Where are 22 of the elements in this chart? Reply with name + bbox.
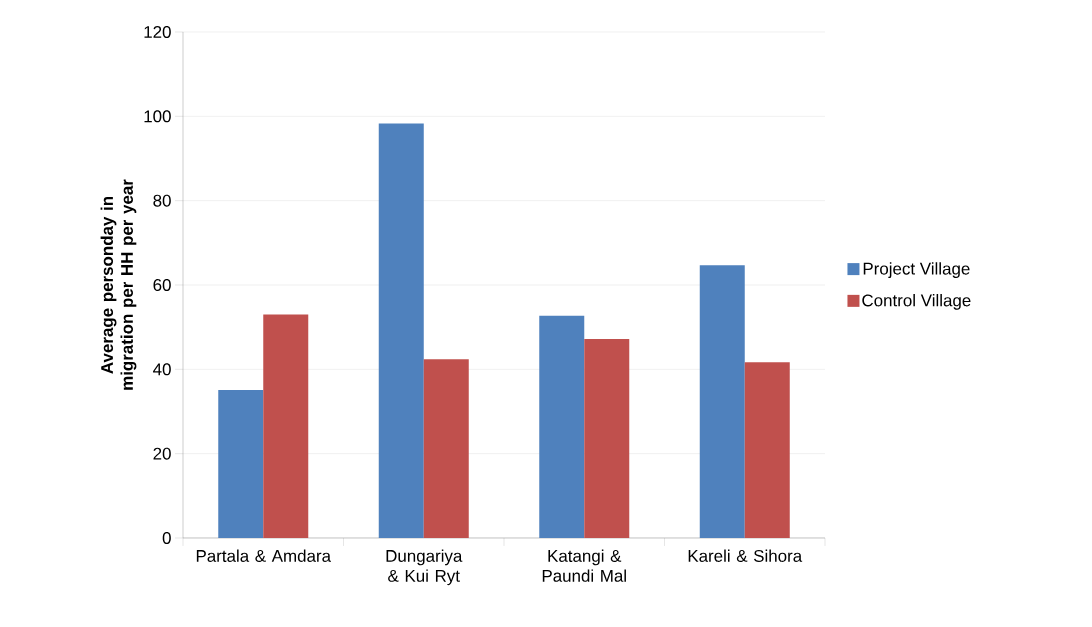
bar — [539, 315, 585, 538]
y-tick-label: 20 — [153, 447, 171, 460]
y-axis-title: Average personday in migration per HH per year — [100, 179, 137, 390]
x-tick-label: Dungariya & Kui Ryt — [386, 549, 463, 586]
bar — [699, 265, 745, 538]
bar — [744, 362, 790, 538]
x-tick-label: Partala & Amdara — [196, 549, 332, 562]
y-tick-label: 0 — [162, 531, 171, 544]
x-tick-label: Katangi & Paundi Mal — [542, 549, 626, 582]
bar — [218, 389, 264, 538]
x-tick-label: Kareli & Sihora — [688, 549, 803, 562]
bar — [584, 338, 630, 538]
y-tick-label: 100 — [144, 110, 171, 123]
legend-label: Project Village — [863, 262, 970, 279]
bar — [423, 359, 469, 538]
y-tick-label: 40 — [153, 363, 171, 376]
bar — [378, 123, 424, 538]
y-tick-label: 120 — [144, 25, 171, 38]
bar — [263, 314, 309, 538]
legend-label: Control Village — [862, 293, 971, 310]
y-tick-label: 80 — [153, 194, 171, 207]
y-tick-label: 60 — [153, 278, 171, 291]
